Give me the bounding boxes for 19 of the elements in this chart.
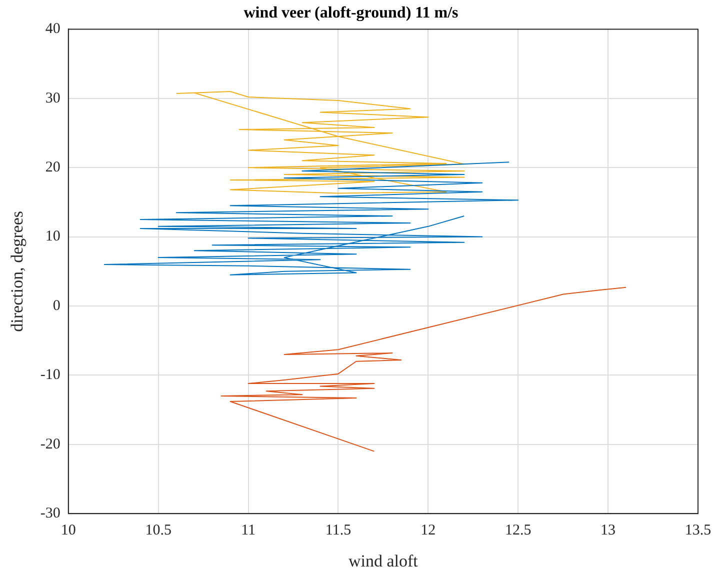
x-tick-label: 13.5 bbox=[684, 522, 712, 539]
x-tick-label: 10 bbox=[60, 522, 76, 539]
x-tick-label: 12 bbox=[420, 522, 436, 539]
y-tick-label: -10 bbox=[40, 367, 60, 384]
x-tick-label: 11.5 bbox=[325, 522, 352, 539]
x-tick-label: 13 bbox=[600, 522, 616, 539]
chart-title: wind veer (aloft-ground) 11 m/s bbox=[244, 4, 458, 22]
x-tick-label: 10.5 bbox=[145, 522, 172, 539]
y-tick-label: 0 bbox=[52, 298, 60, 314]
y-tick-label: 40 bbox=[45, 21, 60, 38]
y-tick-label: 20 bbox=[45, 160, 60, 176]
x-tick-label: 11 bbox=[241, 522, 256, 539]
x-axis-title: wind aloft bbox=[348, 551, 418, 570]
y-axis-title: direction, degrees bbox=[8, 210, 27, 332]
y-tick-label: 10 bbox=[45, 228, 60, 245]
x-tick-label: 12.5 bbox=[504, 522, 532, 539]
y-tick-label: -30 bbox=[40, 506, 60, 522]
y-tick-label: -20 bbox=[40, 436, 60, 452]
y-tick-label: 30 bbox=[45, 90, 60, 106]
